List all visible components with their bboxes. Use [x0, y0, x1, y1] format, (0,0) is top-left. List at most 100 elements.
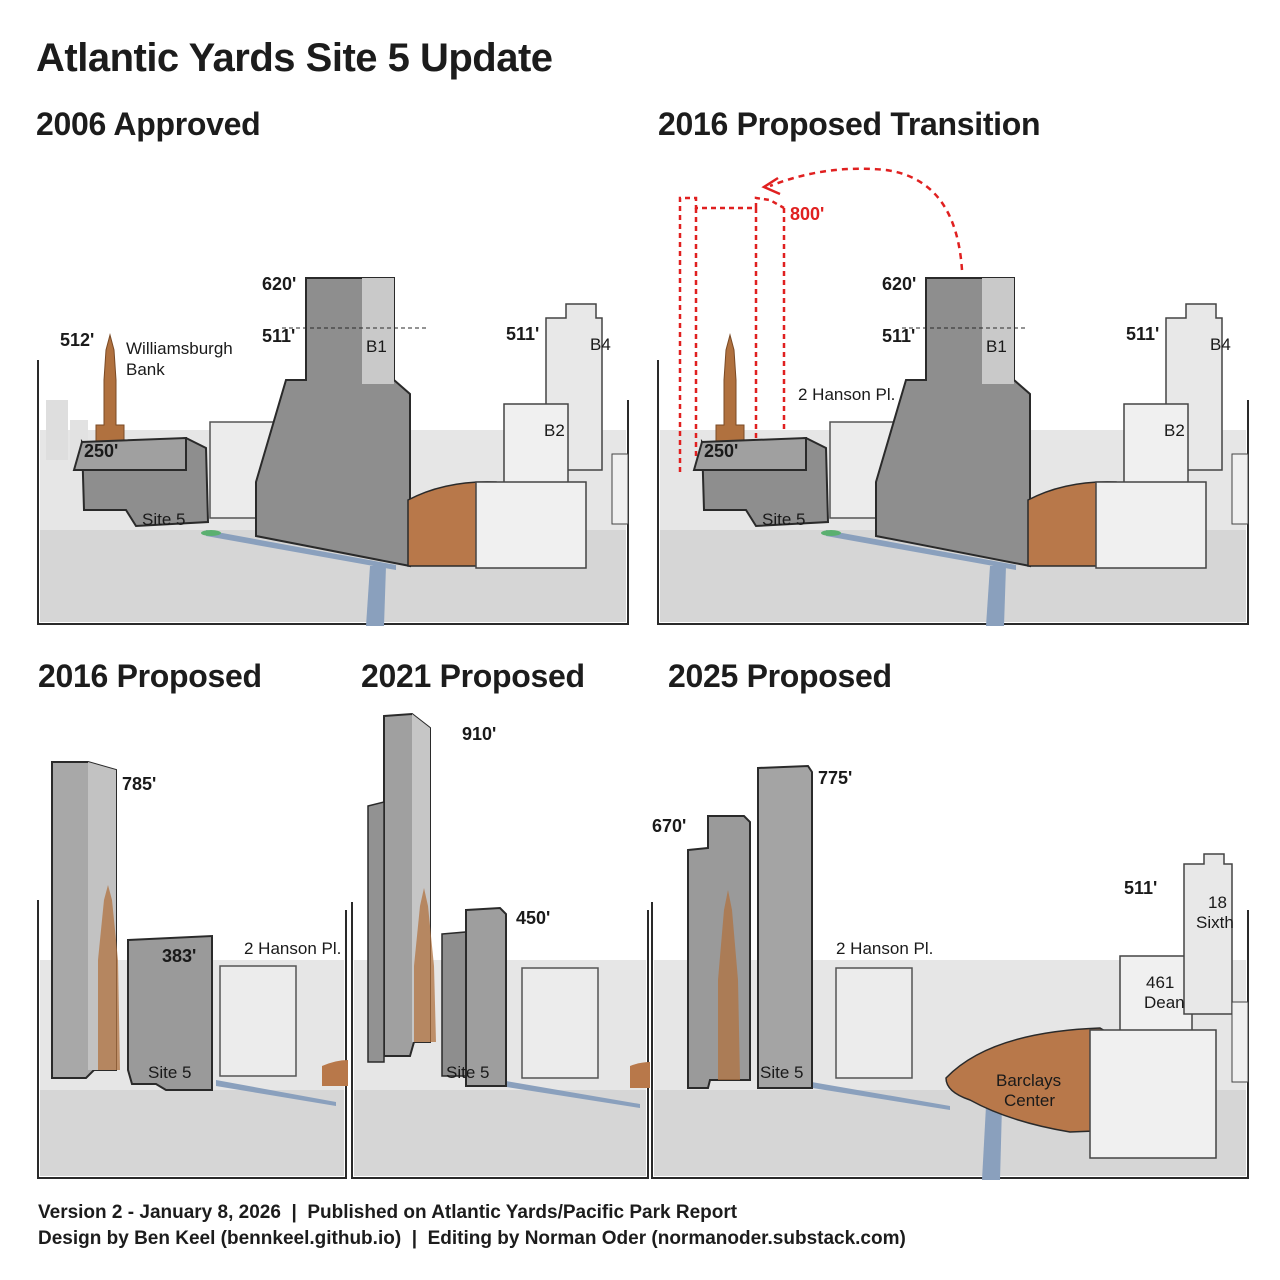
panel-2006-illustration: 512' Williamsburgh Bank 250' Site 5 620'… [37, 274, 629, 626]
label-sixth-2: Sixth [1196, 913, 1234, 932]
label-2-hanson: 2 Hanson Pl. [836, 939, 933, 958]
tree-canopy [40, 1090, 344, 1176]
plaza [201, 530, 221, 536]
panel-2021-proposed-illustration: 910' 450' Site 5 [351, 712, 650, 1179]
street [982, 1106, 1002, 1180]
label-tower-b: 775' [818, 768, 852, 788]
label-b1-mid: 511' [262, 326, 295, 346]
label-dean-2: Dean [1144, 993, 1185, 1012]
b2-tower [503, 403, 569, 495]
label-wb-height: 512' [60, 330, 94, 350]
panel-title-2016-proposed: 2016 Proposed [38, 658, 262, 694]
label-b1-top: 620' [262, 274, 296, 294]
label-b1: B1 [366, 337, 387, 356]
panel-title-2025-proposed: 2025 Proposed [668, 658, 892, 694]
label-podium-height: 383' [162, 946, 196, 966]
label-site5: Site 5 [142, 510, 185, 529]
williamsburgh-bank [98, 885, 120, 1070]
panel-2021-proposed: 910' 450' Site 5 [350, 706, 650, 1180]
label-b2: B2 [1164, 421, 1185, 440]
label-site5: Site 5 [148, 1063, 191, 1082]
label-sixth-height: 511' [1124, 878, 1157, 898]
label-sixth-1: 18 [1208, 893, 1227, 912]
910-tower-side [367, 801, 385, 1063]
2-hanson-pl [219, 965, 297, 1077]
foreground-building [1089, 1029, 1217, 1159]
street [216, 1080, 336, 1106]
2-hanson-pl [521, 967, 599, 1079]
775-tower [757, 764, 813, 1089]
label-b4: B4 [1210, 335, 1231, 354]
footer-version-line: Version 2 - January 8, 2026 | Published … [38, 1202, 738, 1223]
label-tower-height: 785' [122, 774, 156, 794]
street [500, 1080, 640, 1108]
panel-title-2016-transition: 2016 Proposed Transition [658, 106, 1041, 142]
street [986, 566, 1006, 626]
site-5-roof [72, 436, 187, 471]
label-2-hanson: 2 Hanson Pl. [798, 385, 895, 404]
label-transfer-height: 800' [790, 204, 824, 224]
foreground-building [1095, 481, 1207, 569]
transfer-arrow [769, 167, 964, 271]
panel-frame [37, 900, 347, 1179]
label-barclays-1: Barclays [996, 1071, 1061, 1090]
barclays-center [322, 1060, 348, 1086]
edge-building [611, 453, 629, 525]
barclays-center [630, 1062, 650, 1088]
label-b4: B4 [590, 335, 611, 354]
label-b4-height: 511' [1126, 324, 1159, 344]
450-tower [465, 906, 507, 1087]
panel-2016-proposed: 785' 383' 2 Hanson Pl. Site 5 [36, 740, 348, 1180]
label-b4-height: 511' [506, 324, 539, 344]
383-podium [127, 934, 213, 1091]
label-site5-height: 250' [704, 441, 738, 461]
page-title: Atlantic Yards Site 5 Update [36, 36, 553, 80]
plaza [821, 530, 841, 536]
label-barclays-2: Center [1004, 1091, 1055, 1110]
label-site5-height: 250' [84, 441, 118, 461]
label-tower-a: 670' [652, 816, 686, 836]
foreground-building [475, 481, 587, 569]
label-2-hanson: 2 Hanson Pl. [244, 939, 341, 958]
barclays-center [945, 1027, 1121, 1133]
tree-canopy [354, 1090, 646, 1176]
label-tower-height: 910' [462, 724, 496, 744]
label-site5: Site 5 [762, 510, 805, 529]
label-b1-top: 620' [882, 274, 916, 294]
street [800, 1080, 950, 1110]
panel-frame [351, 902, 649, 1179]
label-second-height: 450' [516, 908, 550, 928]
transfer-tower-outline [678, 196, 785, 472]
b1-tower-highlight [982, 278, 1014, 384]
williamsburgh-bank [95, 333, 125, 461]
label-wb-name-2: Bank [126, 360, 165, 379]
b2-tower [1123, 403, 1189, 495]
label-b1: B1 [986, 337, 1007, 356]
panel-2016-transition-illustration: 800' 620' 511' B1 2 Hanson Pl. 511' B4 B… [657, 167, 1249, 626]
panel-2006-approved: 512' Williamsburgh Bank 250' Site 5 620'… [36, 170, 630, 626]
edge-building [1231, 453, 1249, 525]
street [826, 530, 1016, 570]
label-site5: Site 5 [446, 1063, 489, 1082]
williamsburgh-bank [715, 333, 745, 461]
street [366, 566, 386, 626]
panel-2016-transition: 800' 620' 511' B1 2 Hanson Pl. 511' B4 B… [656, 160, 1250, 626]
williamsburgh-bank [718, 890, 740, 1080]
panel-2025-proposed-illustration: 670' 775' 2 Hanson Pl. 461 Dean 511' 18 … [651, 764, 1249, 1180]
street [206, 530, 396, 570]
label-b2: B2 [544, 421, 565, 440]
label-wb-name-1: Williamsburgh [126, 339, 233, 358]
panel-2016-proposed-illustration: 785' 383' 2 Hanson Pl. Site 5 [37, 761, 348, 1179]
18-sixth [1183, 853, 1233, 1015]
williamsburgh-bank [414, 888, 436, 1042]
panel-title-2021-proposed: 2021 Proposed [361, 658, 585, 694]
label-b1-mid: 511' [882, 326, 915, 346]
footer-credits-line: Design by Ben Keel (bennkeel.github.io) … [38, 1228, 906, 1249]
label-dean-1: 461 [1146, 973, 1174, 992]
background-building [46, 400, 68, 460]
450-tower-left [441, 931, 467, 1077]
2-hanson-pl [835, 967, 913, 1079]
b1-tower-highlight [362, 278, 394, 384]
transfer-arrowhead [761, 176, 781, 196]
panel-title-2006-approved: 2006 Approved [36, 106, 261, 142]
